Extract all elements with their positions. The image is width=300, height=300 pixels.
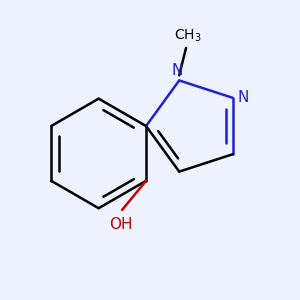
Text: OH: OH	[109, 218, 132, 232]
Text: N: N	[172, 63, 183, 78]
Text: N: N	[238, 90, 249, 105]
Text: CH$_3$: CH$_3$	[174, 28, 202, 44]
